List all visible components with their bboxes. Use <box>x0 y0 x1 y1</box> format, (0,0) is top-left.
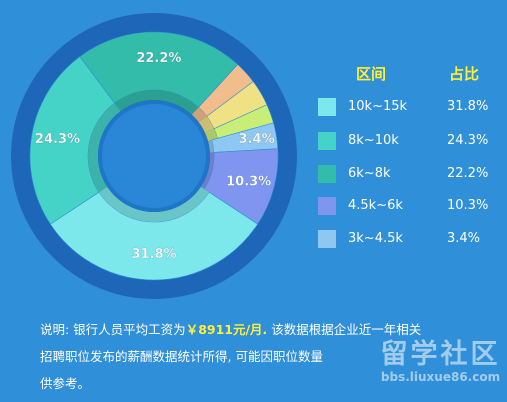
legend-item: 10k~15k 31.8% <box>318 98 498 118</box>
legend-swatch <box>318 230 336 248</box>
slice-value-label: 10.3% <box>226 174 271 189</box>
footnote: 说明: 银行人员平均工资为￥8911元/月. 该数据根据企业近一年相关 招聘职位… <box>40 316 480 397</box>
watermark: 留学社区 bbs.liuxue86.com <box>378 339 503 385</box>
legend-swatch <box>318 197 336 215</box>
legend-value: 3.4% <box>447 231 481 246</box>
legend-label: 4.5k~6k <box>348 198 403 213</box>
legend-label: 10k~15k <box>348 99 408 114</box>
legend-value: 22.2% <box>447 166 489 181</box>
legend-value: 10.3% <box>447 198 489 213</box>
watermark-url: bbs.liuxue86.com <box>380 370 501 384</box>
slice-inner-band <box>204 128 218 142</box>
slice-inner-band <box>198 116 215 133</box>
footnote-line-1: 说明: 银行人员平均工资为￥8911元/月. 该数据根据企业近一年相关 <box>40 316 480 343</box>
legend-value: 24.3% <box>447 133 489 148</box>
footnote-prefix: 说明: 银行人员平均工资为 <box>40 322 186 337</box>
legend-label: 8k~10k <box>348 133 399 148</box>
slice-value-label: 31.8% <box>131 247 176 262</box>
legend: 区间 占比 10k~15k 31.8% 8k~10k 24.3% 6k~8k 2… <box>318 65 498 250</box>
legend-swatch <box>318 132 336 150</box>
slice-inner-band <box>191 107 207 123</box>
slice-value-label: 22.2% <box>136 51 181 66</box>
legend-header-range: 区间 <box>356 65 387 83</box>
legend-label: 3k~4.5k <box>348 231 403 246</box>
legend-swatch <box>318 165 336 183</box>
legend-header-share: 占比 <box>449 65 480 83</box>
slice-inner-band <box>200 152 214 189</box>
donut-hole <box>102 104 206 208</box>
legend-item: 3k~4.5k 3.4% <box>318 230 498 250</box>
slice-inner-band <box>207 139 214 153</box>
slice-value-label: 24.3% <box>35 132 80 147</box>
slice-inner-band <box>88 103 121 193</box>
slice-inner-band <box>98 186 210 223</box>
footnote-rest: 该数据根据企业近一年相关 <box>267 322 422 337</box>
legend-item: 6k~8k 22.2% <box>318 165 498 185</box>
legend-value: 31.8% <box>447 99 489 114</box>
legend-item: 8k~10k 24.3% <box>318 132 498 152</box>
footnote-line-3: 供参考。 <box>40 376 91 391</box>
slice-value-label: 3.4% <box>239 132 275 147</box>
legend-label: 6k~8k <box>348 166 391 181</box>
watermark-title: 留学社区 <box>380 339 501 370</box>
footnote-line-2: 招聘职位发布的薪酬数据统计所得, 可能因职位数量 <box>40 349 323 364</box>
slice-inner-band <box>114 90 199 115</box>
average-salary: ￥8911元/月. <box>185 322 268 337</box>
legend-item: 4.5k~6k 10.3% <box>318 197 498 217</box>
legend-swatch <box>318 98 336 116</box>
